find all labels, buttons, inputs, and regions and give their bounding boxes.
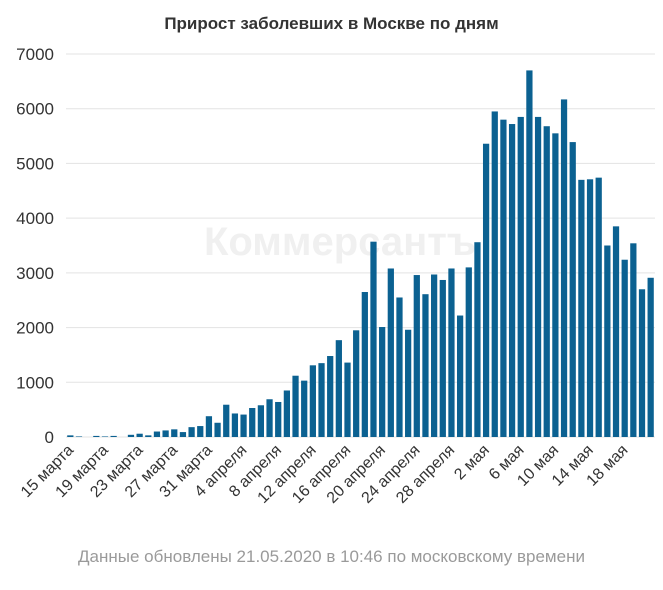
bar — [171, 429, 178, 437]
bar — [240, 414, 247, 437]
bar — [223, 404, 230, 437]
bar — [110, 435, 117, 437]
bar — [387, 268, 394, 437]
bar — [275, 401, 282, 437]
bar — [491, 111, 498, 437]
bar — [93, 435, 100, 437]
bar — [578, 179, 585, 437]
bar — [630, 243, 637, 437]
bar — [508, 124, 516, 437]
bar — [534, 116, 542, 438]
y-tick-label: 3000 — [16, 264, 54, 283]
bar — [474, 242, 481, 437]
bar — [101, 436, 109, 437]
watermark: Коммерсантъ — [204, 220, 476, 264]
bar — [197, 426, 204, 437]
bar — [413, 275, 420, 437]
bar — [266, 399, 273, 437]
bar — [370, 241, 377, 437]
bar — [231, 413, 239, 437]
y-tick-label: 1000 — [16, 373, 54, 392]
bar — [179, 432, 187, 437]
bar — [543, 126, 550, 437]
bar — [456, 315, 464, 437]
bar — [309, 365, 316, 437]
bar — [396, 297, 403, 437]
bar — [318, 363, 325, 437]
bar — [638, 289, 646, 437]
bar — [327, 356, 334, 437]
bar — [612, 226, 620, 437]
bar — [500, 119, 507, 437]
bar — [67, 435, 74, 437]
bar — [353, 330, 360, 437]
footer-note: Данные обновлены 21.05.2020 в 10:46 по м… — [78, 547, 585, 566]
bar — [127, 434, 135, 437]
bar — [526, 70, 533, 437]
x-tick-label: 2 мая — [451, 442, 493, 484]
bar — [379, 327, 386, 437]
y-axis: 0 1000 2000 3000 4000 5000 6000 7000 — [16, 45, 54, 447]
bar — [517, 116, 524, 438]
bar — [595, 177, 602, 437]
bar — [586, 179, 594, 438]
bar — [145, 435, 152, 437]
bar — [439, 279, 446, 437]
bar — [205, 416, 213, 437]
bar — [162, 430, 169, 437]
y-tick-label: 5000 — [16, 154, 54, 173]
bar — [283, 390, 290, 437]
bar — [301, 380, 308, 437]
bar — [214, 422, 221, 437]
bar — [465, 267, 472, 437]
bar — [335, 340, 342, 437]
bars — [67, 70, 654, 438]
bar — [482, 143, 490, 438]
bar — [604, 245, 611, 437]
y-tick-label: 0 — [45, 428, 54, 447]
bar — [431, 274, 438, 437]
bar — [75, 436, 83, 437]
y-tick-label: 2000 — [16, 319, 54, 338]
bar — [422, 294, 429, 437]
bar — [560, 99, 568, 437]
bar — [153, 431, 161, 437]
bar — [647, 277, 654, 437]
y-tick-label: 6000 — [16, 100, 54, 119]
bar — [292, 375, 299, 437]
bar — [136, 433, 143, 437]
chart-title: Прирост заболевших в Москве по дням — [164, 14, 499, 33]
y-tick-label: 7000 — [16, 45, 54, 64]
bar — [448, 268, 455, 437]
bar — [405, 329, 412, 437]
bar — [188, 427, 195, 437]
bar — [621, 259, 628, 437]
bar — [249, 408, 256, 437]
bar — [361, 292, 368, 437]
y-tick-label: 4000 — [16, 209, 54, 228]
bar — [344, 362, 351, 437]
bar — [569, 142, 576, 437]
bar — [257, 405, 265, 437]
bar — [552, 133, 559, 437]
